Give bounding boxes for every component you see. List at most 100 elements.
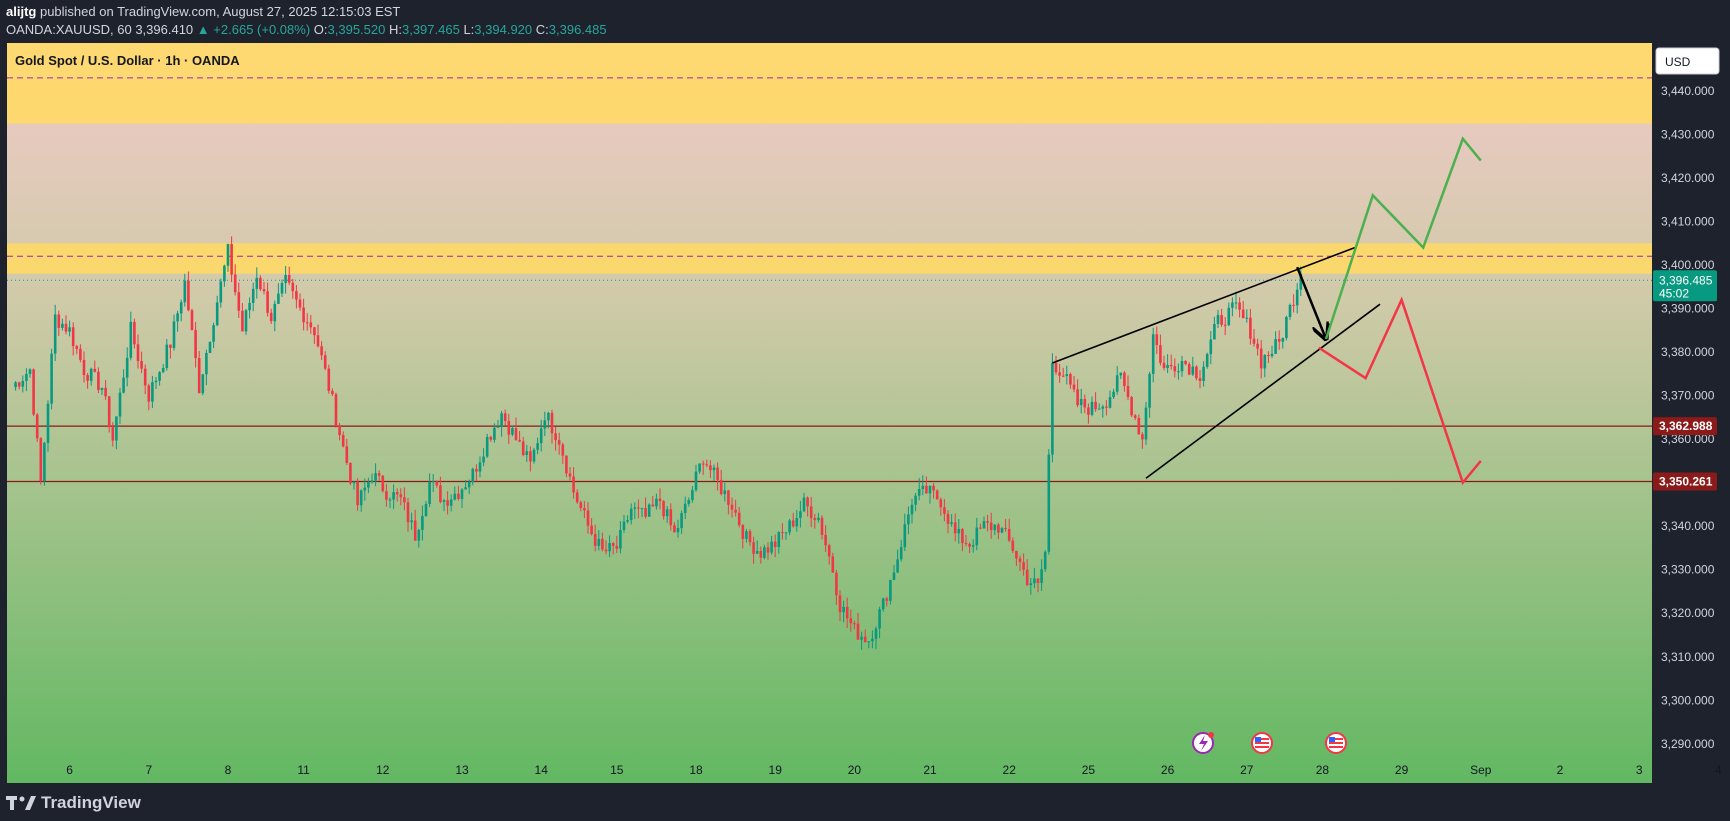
candle-body (179, 302, 183, 314)
candle-body (359, 490, 363, 506)
candle-body (730, 504, 734, 510)
candle-body (428, 482, 431, 505)
candle-body (568, 473, 572, 477)
candle-body (712, 467, 716, 471)
candle-body (856, 623, 860, 640)
price-axis[interactable] (1652, 43, 1722, 783)
currency-button[interactable]: USD (1655, 47, 1720, 75)
candle-body (619, 530, 622, 549)
candle-body (1083, 399, 1087, 408)
candle-body (1148, 373, 1151, 408)
us-flag-event-icon[interactable] (1251, 732, 1273, 754)
candle-body (557, 440, 561, 445)
candle-body (734, 509, 737, 513)
candle-body (496, 426, 500, 428)
candle-body (349, 462, 352, 484)
x-tick-label: 15 (610, 763, 624, 777)
candle-body (719, 479, 723, 495)
candle-body (1180, 360, 1184, 372)
candle-body (1007, 529, 1011, 541)
candle-body (813, 518, 817, 521)
candle-body (676, 528, 680, 533)
candle-body (273, 303, 277, 322)
x-tick-label: 2 (1557, 763, 1564, 777)
candle-body (277, 293, 280, 304)
candle-body (107, 396, 111, 428)
candle-body (489, 436, 493, 440)
candle-body (1076, 389, 1079, 406)
candle-body (921, 485, 925, 489)
candle-body (838, 595, 842, 613)
us-flag-event-icon[interactable] (1325, 732, 1347, 754)
y-tick-label: 3,400.000 (1661, 258, 1715, 272)
candle-body (363, 487, 367, 491)
candle-body (1267, 355, 1270, 357)
y-tick-label: 3,370.000 (1661, 389, 1715, 403)
candle-body (529, 451, 532, 462)
candle-body (1159, 345, 1162, 363)
candle-body (262, 289, 266, 292)
candle-body (1195, 366, 1198, 379)
candle-body (572, 476, 575, 493)
candle-body (100, 387, 104, 391)
candle-body (694, 471, 698, 491)
last-price: 3,396.410 (135, 22, 194, 37)
candle-body (244, 310, 248, 332)
candle-body (799, 511, 802, 519)
candle-body (327, 368, 331, 391)
candle-body (392, 492, 395, 500)
candle-body (1205, 354, 1209, 367)
candle-body (129, 321, 133, 358)
candle-body (1018, 558, 1022, 563)
candle-body (259, 277, 262, 290)
bearish-projection-path (1318, 296, 1482, 486)
currency-button-label[interactable]: USD (1665, 55, 1691, 69)
x-tick-label: 6 (66, 763, 73, 777)
candle-body (511, 428, 514, 435)
candle-body (457, 493, 460, 499)
candle-body (827, 545, 831, 557)
zones-layer (7, 43, 1652, 274)
earnings-event-icon[interactable] (1192, 732, 1214, 754)
candle-body (658, 498, 662, 502)
candle-body (773, 541, 777, 547)
candle-body (835, 572, 838, 596)
candle-body (863, 636, 867, 642)
candle-body (849, 618, 853, 624)
candle-body (626, 520, 629, 522)
candle-body (1141, 434, 1144, 440)
candle-body (1216, 315, 1220, 325)
y-tick-label: 3,380.000 (1661, 345, 1715, 359)
x-tick-label: 13 (455, 763, 469, 777)
currency-button-bg[interactable] (1655, 47, 1720, 75)
y-tick-label: 3,390.000 (1661, 302, 1715, 316)
candle-body (705, 464, 709, 466)
candle-body (507, 421, 511, 435)
candle-body (1241, 309, 1245, 319)
candle-body (295, 291, 298, 300)
candle-body (622, 521, 626, 531)
candle-body (662, 501, 665, 517)
candle-body (885, 598, 889, 601)
candle-body (982, 521, 986, 529)
candle-body (640, 508, 644, 510)
level-tag-label: 3,350.261 (1659, 475, 1713, 489)
candle-body (1202, 366, 1205, 381)
candle-body (565, 455, 568, 474)
author-name[interactable]: alijtg (6, 4, 37, 19)
candle-body (21, 380, 25, 387)
candle-body (878, 609, 881, 629)
candle-body (341, 435, 345, 447)
level-tag (1653, 417, 1717, 436)
candle-body (561, 444, 565, 456)
candle-body (241, 310, 244, 332)
candle-body (809, 506, 813, 519)
candle-body (1029, 583, 1033, 585)
candle-body (89, 368, 93, 381)
x-tick-label: 14 (535, 763, 549, 777)
candle-body (356, 481, 359, 506)
candle-body (521, 441, 525, 456)
candle-body (1184, 360, 1187, 365)
candle-body (766, 547, 770, 553)
